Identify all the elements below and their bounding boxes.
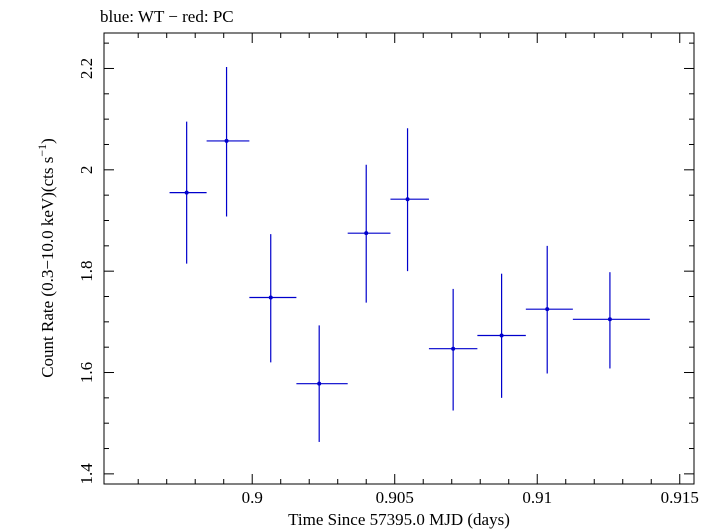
- y-tick-label: 2: [77, 166, 96, 175]
- data-point-marker: [184, 190, 189, 195]
- y-tick-label: 1.8: [77, 261, 96, 282]
- y-axis-label-superscript: −1: [35, 144, 49, 157]
- axis-ticks: [104, 33, 694, 484]
- data-point-marker: [607, 317, 612, 322]
- plot-frame: [103, 32, 695, 485]
- data-point-marker: [364, 231, 369, 236]
- y-axis-label-close: ): [38, 138, 57, 144]
- data-point: [169, 121, 207, 264]
- data-point: [390, 128, 429, 272]
- chart-title: blue: WT − red: PC: [100, 7, 234, 26]
- data-point: [525, 245, 573, 374]
- data-point-marker: [405, 197, 410, 202]
- y-axis-label-main: Count Rate (0.3−10.0 keV)(cts s: [38, 157, 57, 378]
- data-point: [249, 234, 297, 363]
- data-point-marker: [224, 138, 229, 143]
- y-tick-label: 1.4: [77, 463, 96, 485]
- data-point-marker: [317, 381, 322, 386]
- y-tick-label: 2.2: [77, 58, 96, 79]
- data-point-marker: [451, 346, 456, 351]
- data-point-marker: [499, 333, 504, 338]
- x-tick-label: 0.915: [661, 488, 699, 507]
- x-axis-label: Time Since 57395.0 MJD (days): [288, 510, 510, 529]
- data-point: [428, 288, 478, 411]
- data-point-marker: [545, 307, 550, 312]
- x-tick-label: 0.91: [522, 488, 552, 507]
- x-tick-label: 0.9: [242, 488, 263, 507]
- axis-tick-labels: 0.9 0.905 0.91 0.915 1.4 1.6 1.8 2 2.2: [77, 58, 699, 507]
- x-tick-label: 0.905: [376, 488, 414, 507]
- y-axis-label: Count Rate (0.3−10.0 keV)(cts s−1): [35, 138, 57, 378]
- data-point: [296, 325, 348, 442]
- data-point: [477, 273, 526, 398]
- data-points: [169, 66, 650, 442]
- data-point: [347, 164, 391, 303]
- data-point: [572, 272, 650, 369]
- data-point: [206, 66, 250, 217]
- data-point-marker: [268, 295, 273, 300]
- y-tick-label: 1.6: [77, 362, 96, 383]
